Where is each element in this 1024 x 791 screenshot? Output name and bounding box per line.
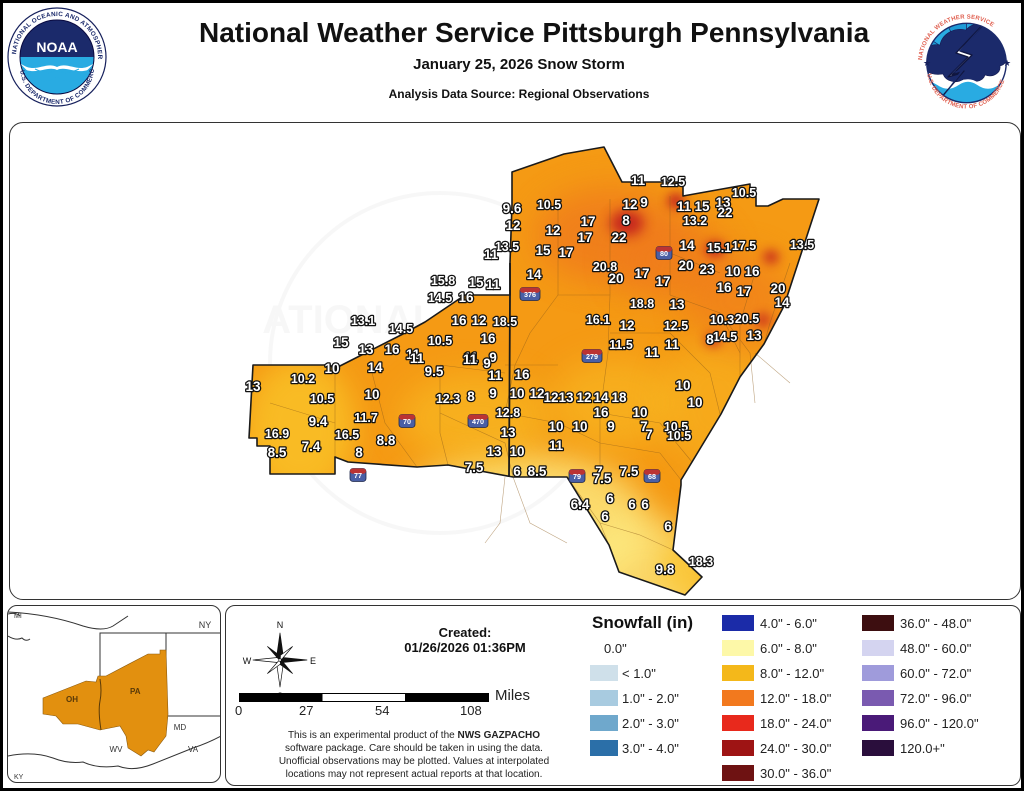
svg-text:PA: PA (130, 687, 141, 696)
svg-text:W: W (243, 656, 252, 666)
svg-text:NOAA: NOAA (36, 39, 77, 55)
svg-text:N: N (277, 620, 284, 630)
svg-text:MD: MD (174, 723, 187, 732)
svg-text:MI: MI (14, 613, 22, 620)
svg-text:VA: VA (188, 745, 199, 754)
svg-text:NY: NY (199, 620, 212, 630)
svg-text:WV: WV (110, 745, 124, 754)
svg-text:OH: OH (66, 695, 78, 704)
svg-text:KY: KY (14, 774, 24, 781)
svg-text:★: ★ (923, 58, 931, 68)
svg-text:★: ★ (1003, 58, 1011, 68)
svg-text:E: E (310, 656, 316, 666)
svg-text:18.3: 18.3 (689, 555, 713, 569)
